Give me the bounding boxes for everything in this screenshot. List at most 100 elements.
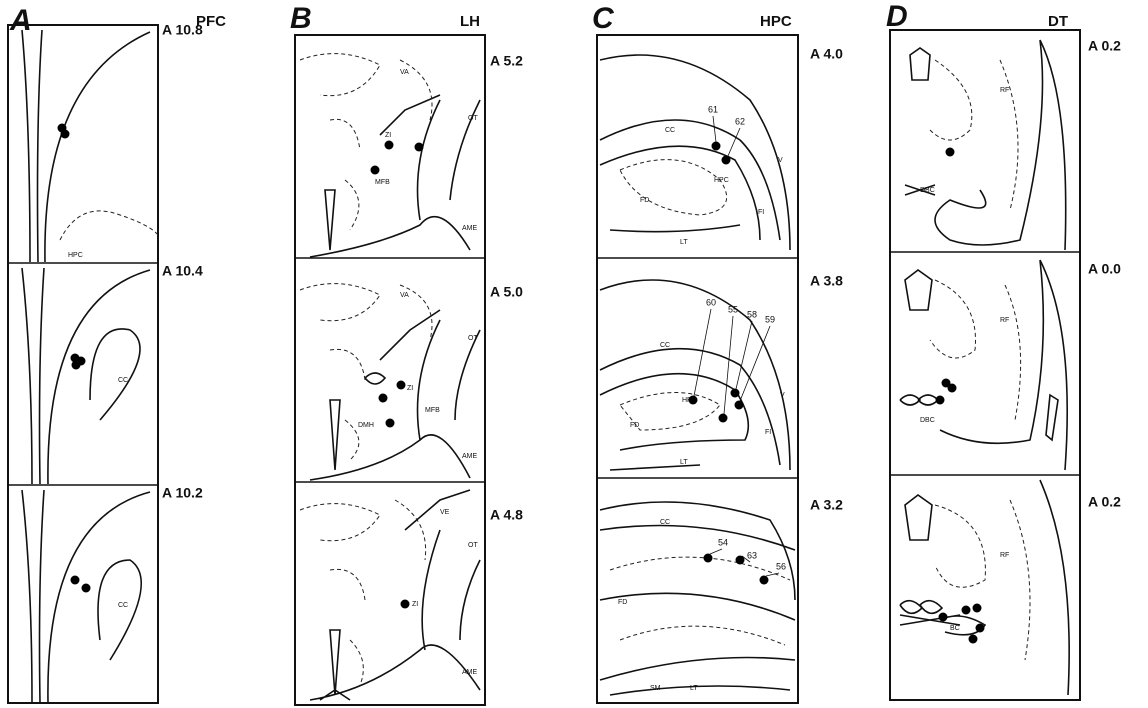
section-label: A 4.8	[490, 507, 523, 523]
structure-label: CC	[118, 602, 128, 609]
recording-site	[719, 414, 728, 423]
outline	[90, 329, 140, 420]
structure-label: ZI	[412, 601, 418, 608]
recording-site	[731, 389, 740, 398]
recording-site	[72, 361, 81, 370]
structure-label: DBC	[920, 187, 935, 194]
recording-site	[969, 635, 978, 644]
site-number: 55	[728, 304, 738, 314]
structure-label: VA	[400, 292, 409, 299]
structure-label: VA	[400, 69, 409, 76]
structure-label: MFB	[375, 179, 390, 186]
outline	[600, 280, 790, 470]
structure-label: DBC	[920, 417, 935, 424]
section-label: A 4.0	[810, 46, 843, 62]
structure-label: RF	[1000, 87, 1009, 94]
structure-label: MFB	[425, 407, 440, 414]
structure-label: OT	[468, 335, 478, 342]
site-number: 59	[765, 314, 775, 324]
outline	[935, 500, 1030, 660]
structure-label: AME	[462, 453, 478, 460]
structure-label: LT	[690, 685, 698, 692]
recording-site	[973, 604, 982, 613]
outline	[60, 211, 158, 240]
structure-label: RF	[1000, 317, 1009, 324]
structure-label: V	[778, 157, 783, 164]
structure-label: VE	[440, 509, 450, 516]
section-label: A 10.8	[162, 22, 203, 38]
recording-site	[936, 396, 945, 405]
panel-b: B LH OT VA AME MFB ZI VA OT AME MFB ZI D…	[290, 2, 523, 705]
section-label: A 5.2	[490, 53, 523, 69]
recording-site	[82, 584, 91, 593]
outline	[905, 40, 1066, 250]
recording-site	[948, 384, 957, 393]
outline	[620, 160, 727, 215]
structure-label: FD	[640, 197, 649, 204]
outline	[600, 55, 790, 250]
structure-label: HPC	[714, 177, 729, 184]
outline	[600, 502, 795, 695]
structure-label: OT	[468, 115, 478, 122]
section-label: A 0.0	[1088, 261, 1121, 277]
structure-label: DMH	[358, 422, 374, 429]
structure-label: ZI	[385, 132, 391, 139]
recording-site	[722, 156, 731, 165]
recording-site	[736, 556, 745, 565]
leader-line	[724, 316, 733, 414]
recording-site	[61, 130, 70, 139]
recording-site	[946, 148, 955, 157]
section-label: A 0.2	[1088, 38, 1121, 54]
outline	[310, 95, 480, 257]
recording-site	[735, 401, 744, 410]
structure-label: FI	[758, 209, 764, 216]
structure-label: SM	[650, 685, 661, 692]
panel-d: D DT DBC RF DBC RF BC RF A 0.2 A 0.0 A 0…	[886, 0, 1121, 700]
site-number: 60	[706, 297, 716, 307]
panel-letter: B	[290, 2, 312, 35]
outline	[22, 30, 150, 262]
section-label: A 10.4	[162, 263, 203, 279]
structure-label: FD	[630, 422, 639, 429]
outline	[930, 60, 1018, 210]
recording-site	[371, 166, 380, 175]
site-number: 61	[708, 104, 718, 114]
recording-site	[976, 624, 985, 633]
outline	[900, 260, 1067, 470]
structure-label: RF	[1000, 552, 1009, 559]
structure-label: BC	[950, 625, 960, 632]
structure-label: CC	[660, 519, 670, 526]
leader-line	[728, 128, 740, 156]
leader-line	[713, 116, 716, 142]
site-number: 58	[747, 309, 757, 319]
recording-site	[939, 613, 948, 622]
figure: A PFC HPC CC CC A 10.8 A 10.4 A 10.2 B L…	[0, 0, 1148, 708]
structure-label: AME	[462, 669, 478, 676]
structure-label: CC	[118, 377, 128, 384]
leader-line	[710, 549, 722, 554]
recording-site	[689, 396, 698, 405]
structure-label: CC	[665, 127, 675, 134]
panel-frame	[890, 30, 1080, 700]
site-number: 62	[735, 116, 745, 126]
panel-letter: A	[9, 4, 32, 37]
structure-label: FD	[618, 599, 627, 606]
panel-c: C HPC CC HPC FD LT FI V CC HPC FD LT FI …	[592, 2, 843, 703]
section-label: A 10.2	[162, 485, 203, 501]
recording-site	[386, 419, 395, 428]
structure-label: AME	[462, 225, 478, 232]
section-label: A 5.0	[490, 284, 523, 300]
recording-site	[712, 142, 721, 151]
outline	[300, 284, 432, 460]
outline	[22, 490, 150, 702]
structure-label: OT	[468, 542, 478, 549]
recording-site	[704, 554, 713, 563]
section-label: A 0.2	[1088, 494, 1121, 510]
region-label: LH	[460, 13, 480, 30]
recording-site	[379, 394, 388, 403]
site-number: 63	[747, 550, 757, 560]
recording-site	[71, 576, 80, 585]
structure-label: HPC	[68, 252, 83, 259]
region-label: DT	[1048, 13, 1068, 30]
panel-letter: C	[592, 2, 615, 35]
